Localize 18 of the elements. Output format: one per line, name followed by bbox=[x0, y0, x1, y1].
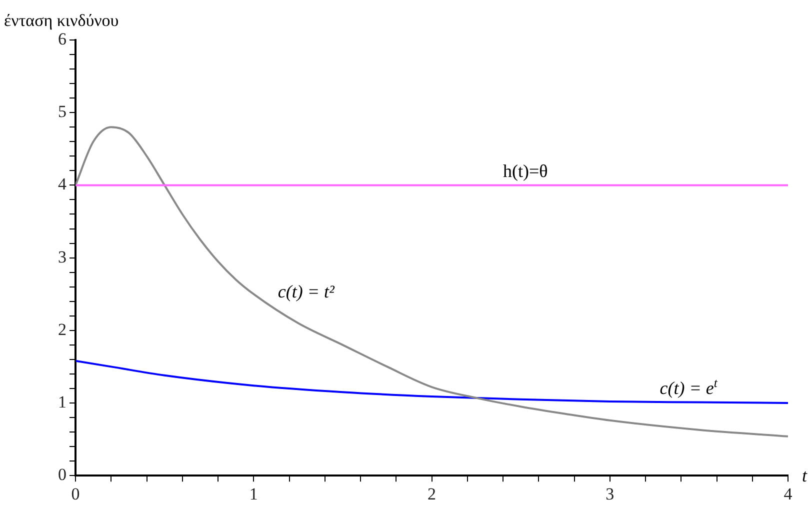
series-label: h(t)=θ bbox=[503, 161, 548, 182]
y-tick-label: 6 bbox=[58, 29, 66, 48]
y-tick-label: 4 bbox=[58, 174, 67, 194]
x-tick-label: 2 bbox=[428, 484, 436, 504]
y-tick-label: 1 bbox=[58, 392, 66, 412]
series-label: c(t) = t² bbox=[278, 281, 335, 302]
y-tick-label: 3 bbox=[58, 247, 66, 266]
x-tick-label: 0 bbox=[71, 484, 80, 504]
y-tick-label: 5 bbox=[58, 102, 66, 122]
y-tick-label: 0 bbox=[58, 465, 66, 484]
y-axis-title: ένταση κινδύνου bbox=[4, 11, 119, 30]
x-tick-label: 3 bbox=[606, 484, 614, 504]
x-tick-label: 4 bbox=[784, 484, 793, 504]
x-axis-title: t bbox=[802, 466, 808, 486]
line-series bbox=[76, 126, 788, 438]
line-series bbox=[76, 360, 788, 404]
x-tick-label: 1 bbox=[249, 484, 258, 504]
y-tick-label: 2 bbox=[58, 320, 66, 339]
